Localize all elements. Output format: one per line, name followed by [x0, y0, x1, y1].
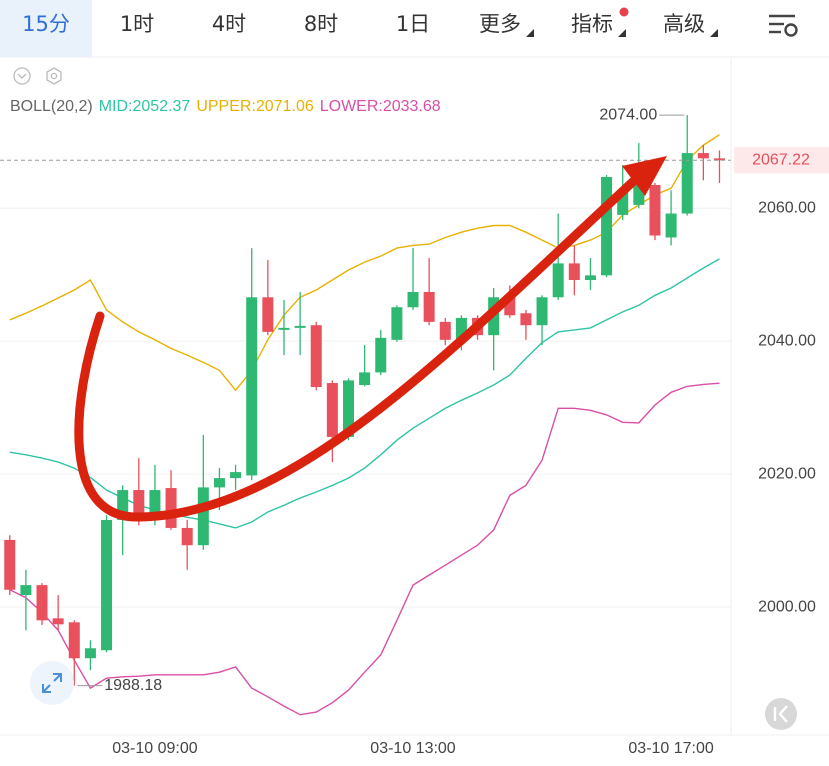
legend-entry: MID:2052.37: [99, 98, 191, 115]
collapse-icon-mark: [17, 73, 27, 79]
candle-body: [584, 275, 596, 281]
expand-icon: [42, 673, 62, 693]
current-price-label: 2067.22: [752, 151, 810, 168]
candle-body: [359, 372, 371, 386]
candle-body: [455, 317, 467, 340]
candle-body: [391, 307, 403, 340]
candle-body: [536, 297, 548, 326]
candle-body: [697, 153, 709, 159]
candle-body: [246, 297, 258, 476]
candle-body: [423, 291, 435, 322]
candle-body: [165, 488, 177, 528]
legend-entry: LOWER:2033.68: [320, 98, 441, 115]
x-tick-label: 03-10 09:00: [112, 740, 198, 757]
tab[interactable]: 高级: [663, 12, 705, 36]
candle-body: [36, 585, 48, 621]
candle-body: [84, 648, 96, 659]
y-tick-label: 2060.00: [758, 199, 816, 216]
back-icon: [773, 705, 788, 723]
candle-body: [181, 527, 193, 546]
settings-hex-icon[interactable]: [46, 67, 62, 85]
candle-body: [278, 327, 290, 330]
annotation-arrowhead: [622, 156, 667, 196]
settings-hex-dot: [50, 72, 58, 80]
candle-body: [20, 585, 32, 596]
tab-selected-bg: [0, 0, 92, 57]
candle-body: [133, 490, 145, 520]
candle-body: [197, 487, 209, 546]
collapse-icon[interactable]: [13, 67, 31, 85]
tab[interactable]: 1日: [396, 12, 430, 36]
tab[interactable]: 更多: [479, 12, 521, 36]
dropdown-caret: [710, 29, 718, 37]
candle-body: [52, 618, 64, 625]
candle-body: [713, 158, 725, 161]
candle-body: [665, 213, 677, 238]
indicator-name: BOLL(20,2): [10, 98, 93, 115]
candle-body: [375, 337, 387, 373]
low-label: 1988.18: [104, 677, 162, 694]
tab[interactable]: 4时: [212, 12, 246, 36]
tab-bar: 15分 1时 4时 8时 1日 更多 指标 高级: [0, 0, 829, 58]
x-tick-label: 03-10 17:00: [628, 740, 714, 757]
candle-body: [633, 182, 645, 205]
expand-button[interactable]: [30, 661, 74, 705]
candle-body: [326, 383, 338, 437]
candle-body: [568, 263, 580, 281]
candle-body: [601, 176, 613, 276]
candle-body: [117, 490, 129, 520]
y-tick-label: 2000.00: [758, 598, 816, 615]
candle-body: [294, 325, 306, 328]
dropdown-caret: [618, 29, 626, 37]
candle-body: [213, 478, 225, 488]
candle-body: [407, 291, 419, 308]
settings-icon[interactable]: [769, 14, 798, 37]
y-tick-label: 2020.00: [758, 465, 816, 482]
candle-body: [617, 190, 629, 215]
indicator-legend: BOLL(20,2) MID:2052.37 UPPER:2071.06 LOWER:…: [10, 98, 441, 115]
plot: 2000.00 2020.00 2040.00 2060.00 03-10 09:00 0…: [0, 58, 829, 757]
candle-body: [649, 184, 661, 236]
tab[interactable]: 1时: [120, 12, 154, 36]
high-label: 2074.00: [599, 106, 657, 123]
boll-line: [9, 382, 720, 716]
candle-body: [310, 325, 322, 388]
dropdown-caret: [526, 29, 534, 37]
tab[interactable]: 8时: [304, 12, 338, 36]
tab[interactable]: 15分: [22, 12, 70, 36]
candle-body: [681, 153, 693, 214]
candle-body: [342, 380, 354, 437]
candle-body: [230, 472, 242, 479]
notice-dot: [619, 7, 629, 17]
legend-entry: UPPER:2071.06: [196, 98, 314, 115]
tab[interactable]: 指标: [571, 12, 613, 36]
candle-body: [552, 263, 564, 298]
annotation-arrow: [74, 161, 655, 522]
candle-body: [520, 313, 532, 326]
candle-body: [101, 519, 113, 651]
x-tick-label: 03-10 13:00: [370, 740, 456, 757]
candle-body: [4, 539, 16, 590]
candle-body: [439, 321, 451, 340]
current-price-box: [734, 147, 829, 174]
candle-body: [68, 622, 80, 659]
candle-body: [504, 297, 516, 316]
candle-body: [149, 490, 161, 520]
candle-body: [262, 297, 274, 332]
y-tick-label: 2040.00: [758, 332, 816, 349]
